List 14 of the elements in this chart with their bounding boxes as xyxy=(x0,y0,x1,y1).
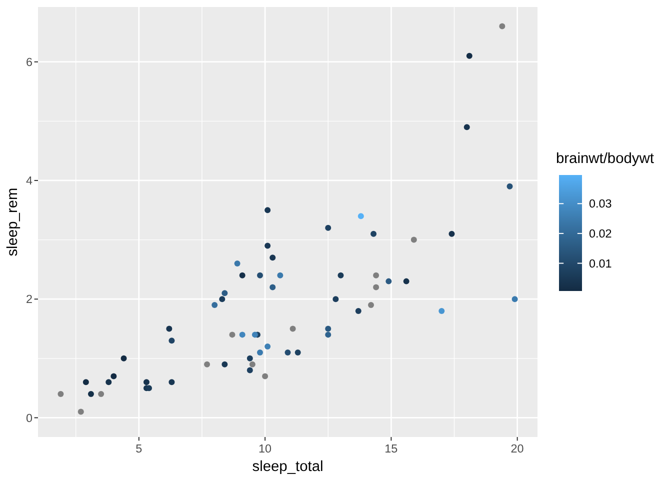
y-tick-label: 2 xyxy=(26,293,32,306)
y-tick-label: 0 xyxy=(26,412,33,425)
color-bar-label: 0.03 xyxy=(589,198,612,211)
x-tick-label: 10 xyxy=(258,442,272,456)
color-bar-label: 0.02 xyxy=(589,228,612,241)
color-bar-title: brainwt/bodywt xyxy=(556,151,654,167)
x-tick-label: 5 xyxy=(136,442,143,456)
color-bar-label: 0.01 xyxy=(589,257,612,270)
y-tick-label: 6 xyxy=(26,56,32,69)
x-tick-label: 20 xyxy=(510,442,524,456)
x-axis-title: sleep_total xyxy=(252,459,324,475)
y-axis-title: sleep_rem xyxy=(5,188,21,256)
x-tick-label: 15 xyxy=(384,442,398,456)
y-tick-label: 4 xyxy=(26,174,33,188)
